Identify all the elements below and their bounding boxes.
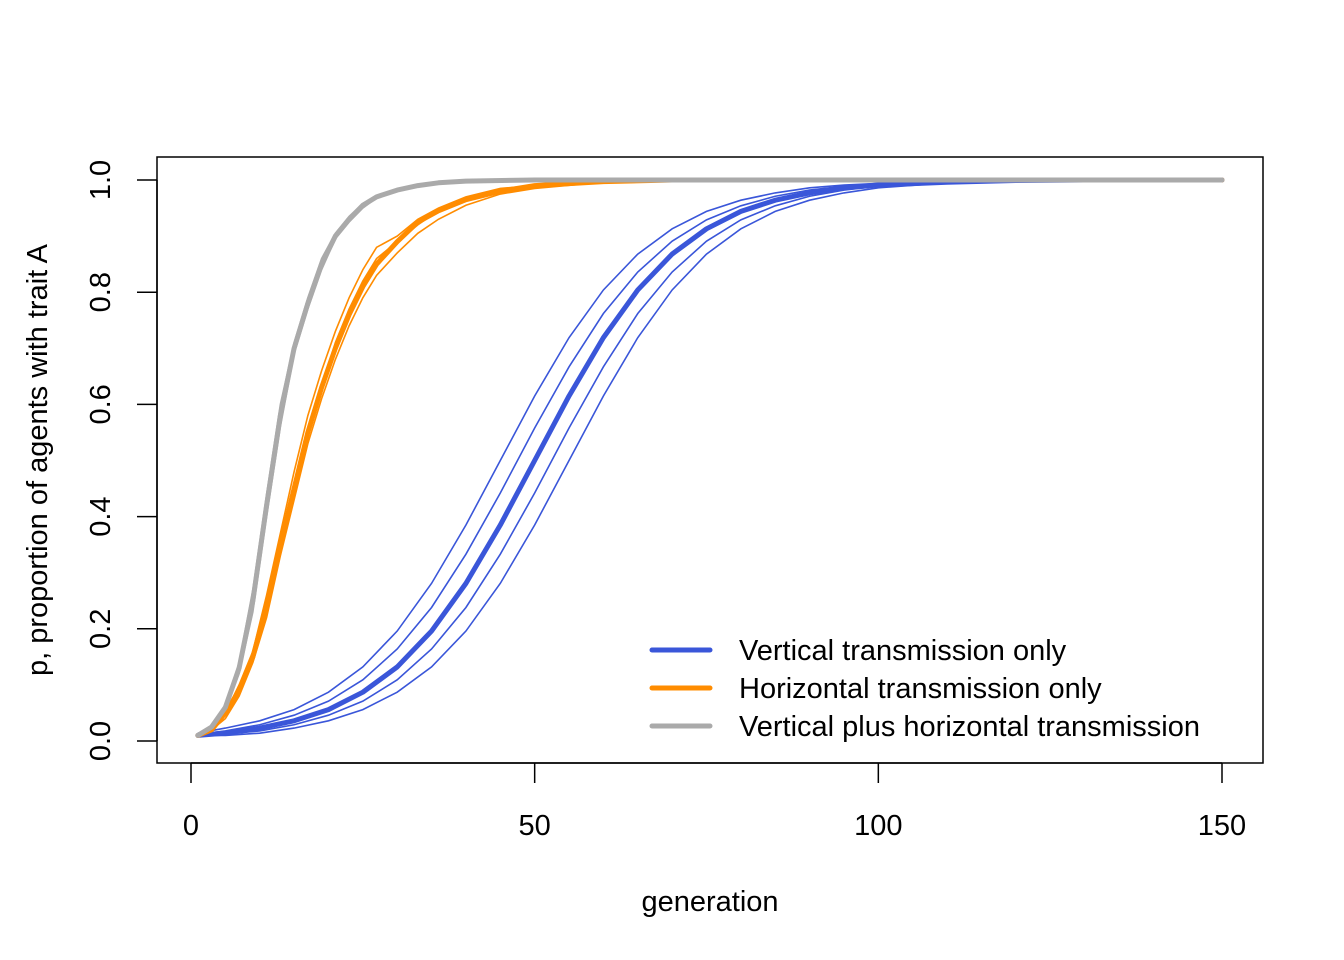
y-axis-label: p, proportion of agents with trait A	[22, 243, 54, 676]
y-tick-label: 0.8	[85, 272, 117, 312]
series-0-mean-line	[195, 177, 1225, 738]
y-tick-label: 0.2	[85, 609, 117, 649]
x-tick-label: 100	[854, 810, 902, 842]
y-axis: 0.0 0.2 0.4 0.6 0.8 1.0	[85, 160, 158, 761]
y-tick-label: 0.0	[85, 721, 117, 761]
legend-label: Vertical plus horizontal transmission	[739, 711, 1200, 743]
series-lines	[195, 177, 1225, 738]
series-1-mean-line	[195, 177, 1225, 738]
series-0-run-4-line	[197, 179, 1223, 737]
x-tick-label: 0	[183, 810, 199, 842]
x-tick-label: 50	[519, 810, 551, 842]
x-axis: 0 50 100 150	[183, 762, 1246, 842]
series-2-mean-line	[195, 177, 1225, 738]
legend-label: Horizontal transmission only	[739, 673, 1102, 705]
legend: Vertical transmission only Horizontal tra…	[649, 635, 1200, 743]
x-tick-label: 150	[1198, 810, 1246, 842]
y-tick-label: 1.0	[85, 160, 117, 200]
y-tick-label: 0.6	[85, 384, 117, 424]
y-tick-label: 0.4	[85, 496, 117, 536]
x-axis-label: generation	[641, 886, 778, 918]
legend-label: Vertical transmission only	[739, 635, 1067, 667]
